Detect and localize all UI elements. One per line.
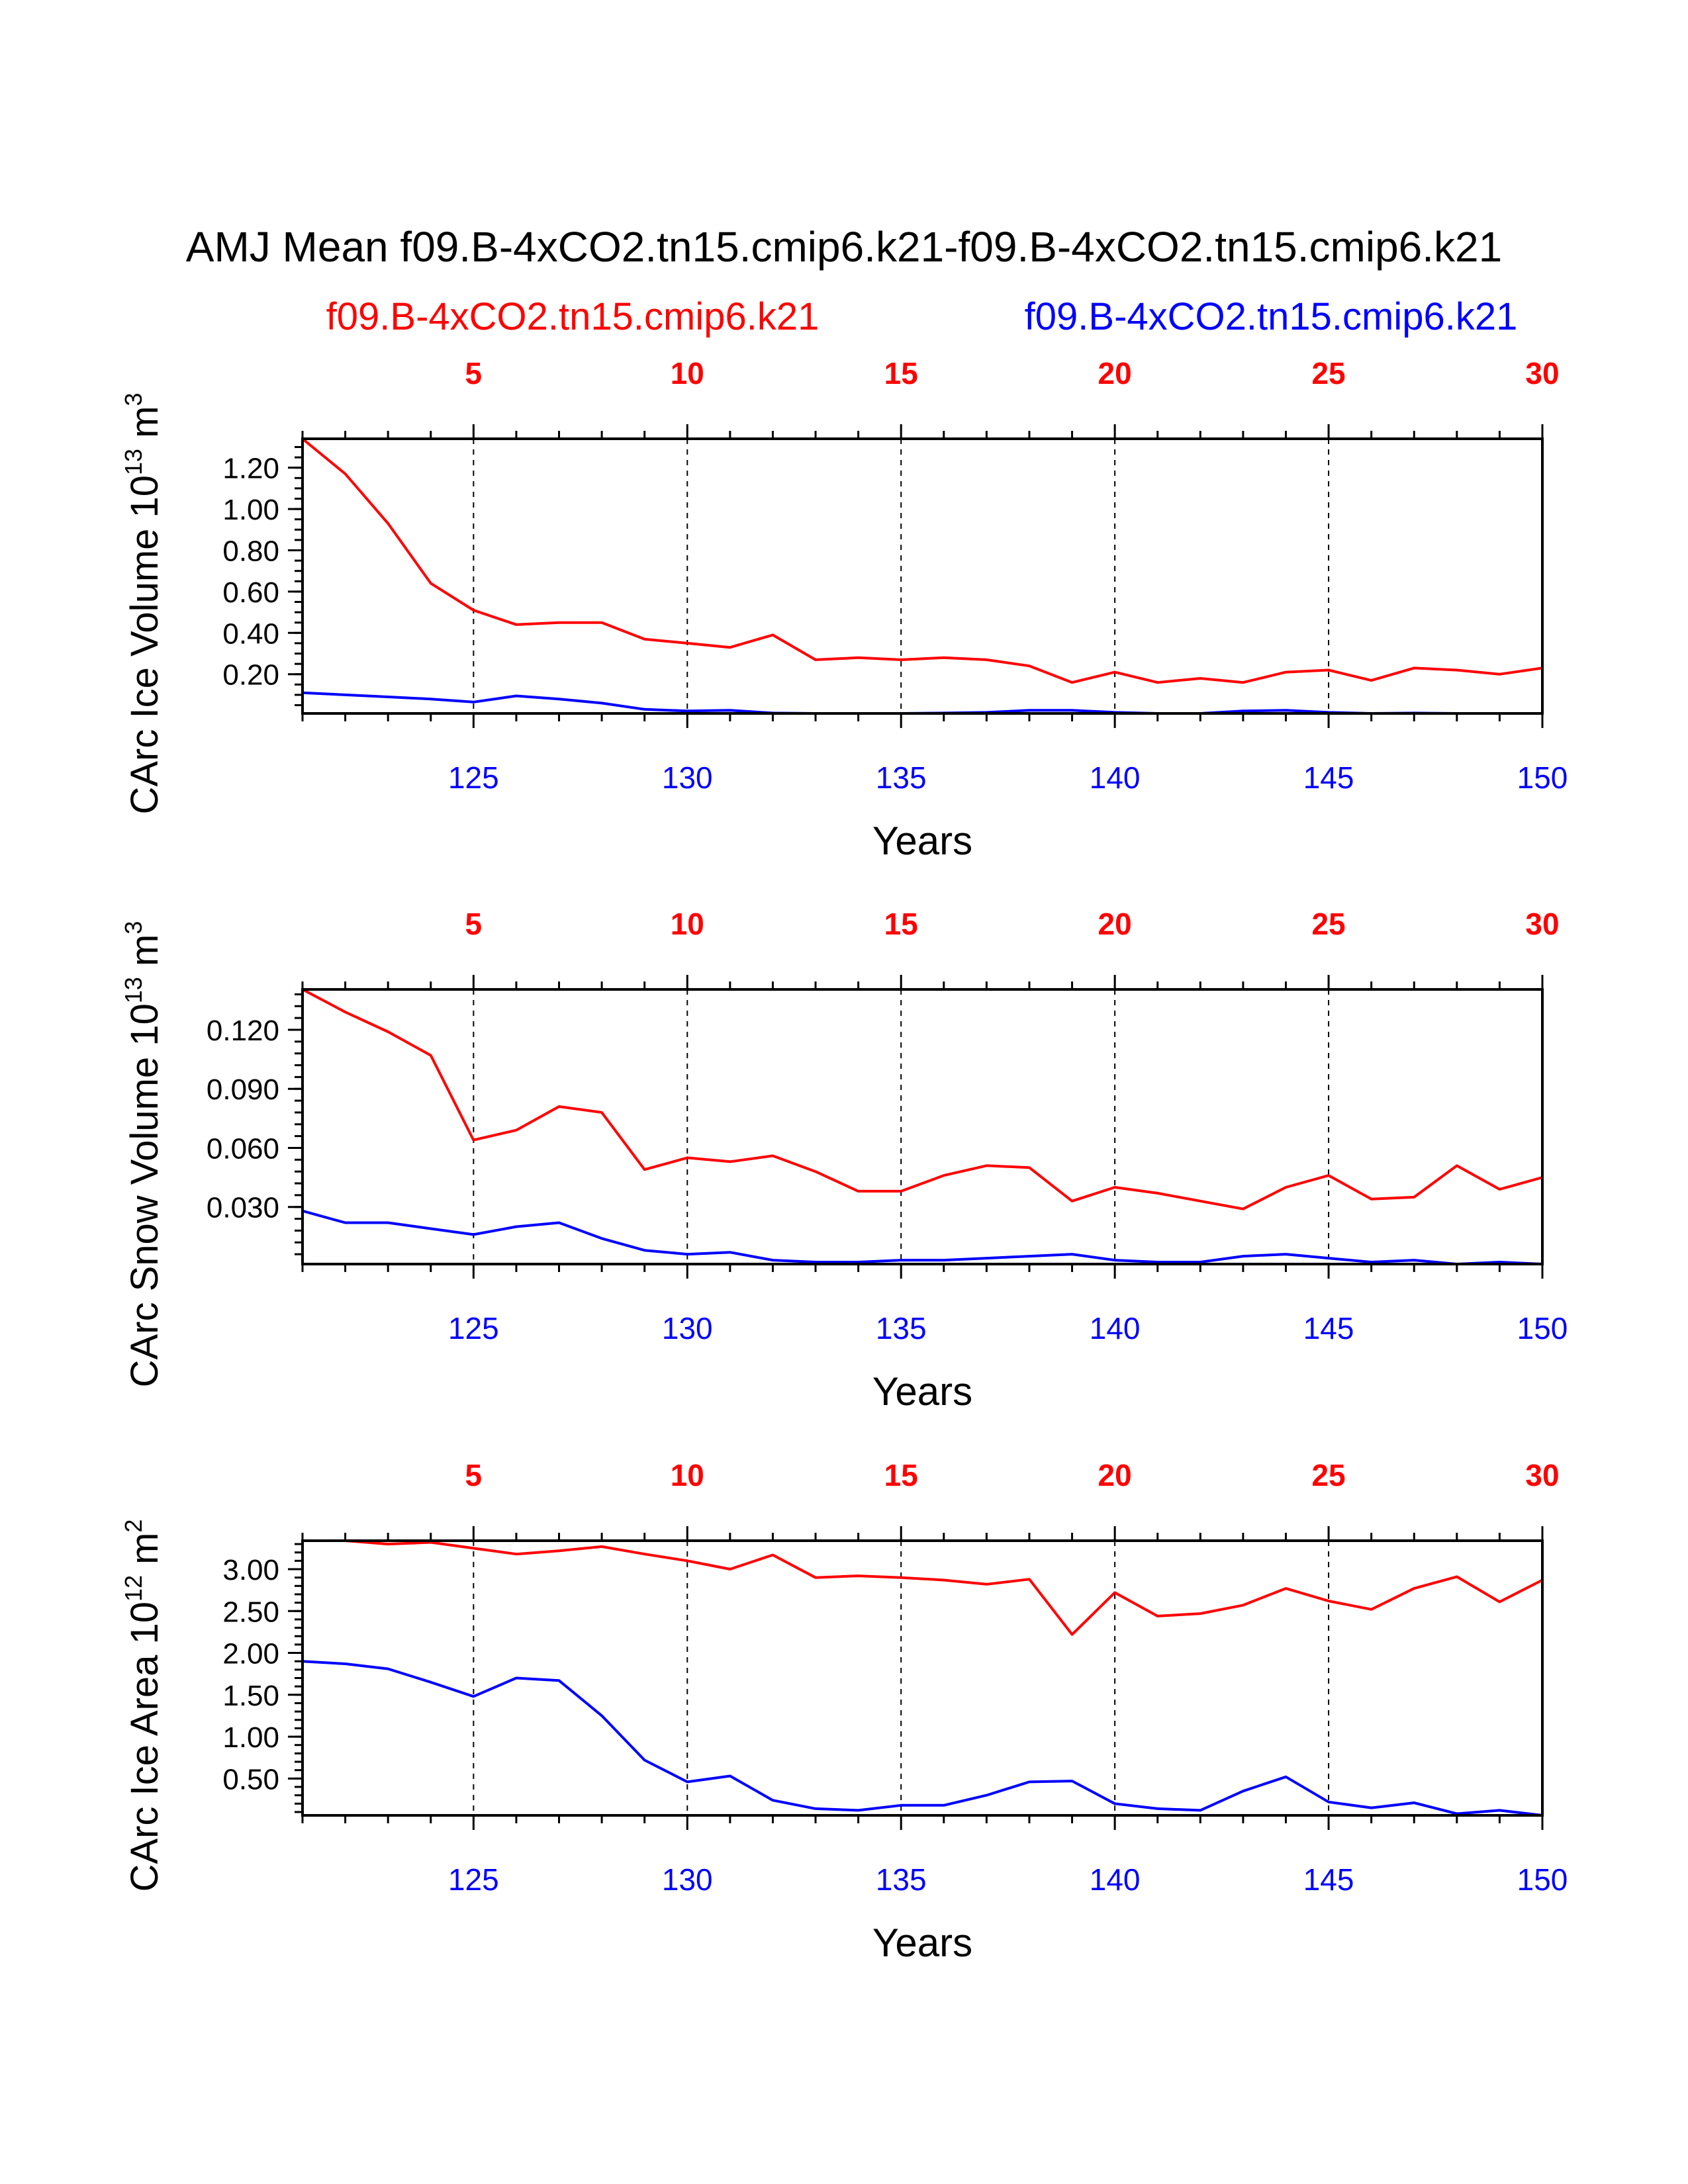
chart-panel-3: 125 130 135 140 145 150 5 10 15 20 25 30 0.50 1.00 1.5… — [120, 1458, 1568, 1965]
x-tick-label-top: 25 — [1311, 356, 1345, 390]
x-tick-label-bottom: 140 — [1090, 760, 1141, 795]
y-tick-label: 0.090 — [207, 1073, 279, 1106]
y-tick-label: 0.50 — [222, 1763, 279, 1796]
x-axis-title: Years — [872, 1921, 972, 1965]
x-tick-label-top: 5 — [465, 907, 483, 941]
plot-frame — [301, 437, 1544, 715]
y-tick-label: 0.40 — [222, 617, 279, 650]
x-axis-title: Years — [872, 1369, 972, 1414]
y-axis-title: CArc Ice Area 1012 m2 — [120, 1520, 166, 1892]
legend-red-label: f09.B-4xCO2.tn15.cmip6.k21 — [326, 295, 820, 338]
x-tick-label-top: 25 — [1311, 907, 1345, 941]
plot-frame — [301, 988, 1544, 1265]
y-tick-label: 1.50 — [222, 1680, 279, 1712]
x-tick-label-bottom: 150 — [1517, 1862, 1568, 1897]
y-tick-label: 3.00 — [222, 1554, 279, 1586]
x-tick-label-bottom: 135 — [876, 760, 927, 795]
y-tick-label: 2.50 — [222, 1596, 279, 1628]
y-axis-title: CArc Ice Volume 1013 m3 — [120, 392, 166, 814]
x-tick-label-top: 30 — [1525, 907, 1559, 941]
x-tick-label-bottom: 145 — [1303, 760, 1354, 795]
series-line-red — [301, 437, 1543, 684]
y-tick-label: 0.20 — [222, 659, 279, 692]
x-tick-label-bottom: 125 — [448, 760, 499, 795]
series-line-red — [302, 988, 1543, 1210]
y-tick-label: 0.060 — [207, 1132, 279, 1165]
x-tick-label-top: 20 — [1098, 907, 1132, 941]
x-tick-label-top: 10 — [671, 356, 704, 390]
y-tick-label: 2.00 — [222, 1638, 279, 1670]
y-tick-label: 1.00 — [222, 1721, 279, 1754]
x-tick-label-top: 5 — [465, 356, 483, 390]
y-tick-label: 0.80 — [222, 535, 279, 567]
chart-panel-1: 125 130 135 140 145 150 5 10 15 20 25 30 0.20 0.40 0.6… — [120, 356, 1568, 863]
x-tick-label-bottom: 125 — [448, 1311, 499, 1345]
x-tick-label-top: 10 — [671, 1458, 704, 1492]
y-axis-title: CArc Snow Volume 1013 m3 — [120, 921, 166, 1388]
series-line-blue — [302, 1660, 1543, 1817]
series-line-red — [303, 1539, 1543, 1636]
x-tick-label-top: 30 — [1525, 1458, 1559, 1492]
x-axis-title: Years — [872, 819, 972, 863]
x-tick-label-bottom: 140 — [1090, 1862, 1141, 1897]
x-tick-label-bottom: 145 — [1303, 1862, 1354, 1897]
y-tick-label: 0.60 — [222, 576, 279, 609]
figure-title: AMJ Mean f09.B-4xCO2.tn15.cmip6.k21-f09.… — [186, 223, 1502, 271]
x-tick-label-top: 5 — [465, 1458, 483, 1492]
y-tick-label: 1.00 — [222, 494, 279, 526]
x-tick-label-bottom: 145 — [1303, 1311, 1354, 1345]
chart-panels: 125 130 135 140 145 150 5 10 15 20 25 30 0.20 0.40 0.6… — [120, 356, 1568, 1965]
y-tick-label: 0.030 — [207, 1192, 279, 1224]
x-tick-label-top: 20 — [1098, 1458, 1132, 1492]
x-tick-label-bottom: 140 — [1090, 1311, 1141, 1345]
x-tick-label-top: 20 — [1098, 356, 1132, 390]
x-tick-label-bottom: 150 — [1517, 760, 1568, 795]
x-tick-label-top: 30 — [1525, 356, 1559, 390]
x-tick-label-top: 10 — [671, 907, 704, 941]
y-tick-label: 1.20 — [222, 453, 279, 485]
x-tick-label-top: 15 — [884, 356, 918, 390]
x-tick-label-bottom: 130 — [662, 1862, 713, 1897]
x-tick-label-bottom: 130 — [662, 1311, 713, 1345]
x-tick-label-top: 15 — [884, 1458, 918, 1492]
x-tick-label-bottom: 130 — [662, 760, 713, 795]
x-tick-label-top: 15 — [884, 907, 918, 941]
x-tick-label-bottom: 135 — [876, 1862, 927, 1897]
x-tick-label-bottom: 135 — [876, 1311, 927, 1345]
x-tick-label-bottom: 150 — [1517, 1311, 1568, 1345]
chart-panel-2: 125 130 135 140 145 150 5 10 15 20 25 30 0.030 0.060 0… — [120, 907, 1568, 1414]
legend-blue-label: f09.B-4xCO2.tn15.cmip6.k21 — [1025, 295, 1518, 338]
x-tick-label-bottom: 125 — [448, 1862, 499, 1897]
y-tick-label: 0.120 — [207, 1015, 279, 1047]
x-tick-label-top: 25 — [1311, 1458, 1345, 1492]
series-line-blue — [302, 1209, 1543, 1265]
